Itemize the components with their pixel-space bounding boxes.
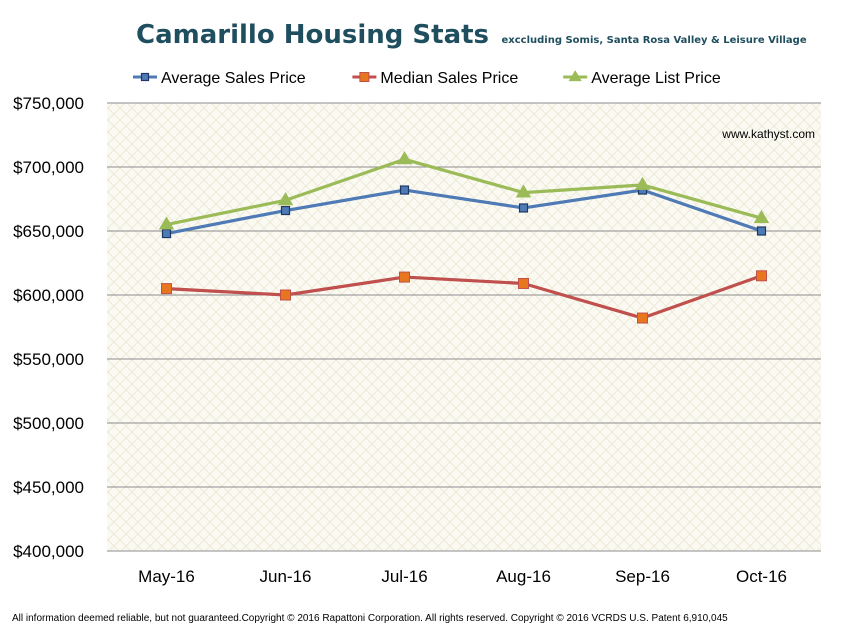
plot-area <box>107 103 821 551</box>
data-point <box>140 72 150 82</box>
y-tick-label: $450,000 <box>13 478 84 497</box>
x-tick-label: May-16 <box>138 567 195 586</box>
data-point <box>756 226 767 236</box>
data-point <box>161 283 172 295</box>
data-point <box>634 176 651 190</box>
x-tick-label: Aug-16 <box>496 567 551 586</box>
series-group <box>158 151 770 324</box>
y-tick-label: $650,000 <box>13 222 84 241</box>
x-tick-label: Oct-16 <box>736 567 787 586</box>
footer-disclaimer: All information deemed reliable, but not… <box>12 613 728 624</box>
legend-item: Average Sales Price <box>133 70 306 87</box>
data-point <box>637 312 648 324</box>
legend-item: Median Sales Price <box>352 70 518 87</box>
y-tick-label: $550,000 <box>13 350 84 369</box>
data-point <box>280 289 291 301</box>
series-3 <box>158 151 770 230</box>
y-tick-label: $400,000 <box>13 542 84 561</box>
data-point <box>158 216 175 230</box>
data-point <box>568 70 582 82</box>
data-point <box>515 184 532 198</box>
legend-item: Average List Price <box>563 70 721 87</box>
series-line <box>166 157 762 227</box>
series-line <box>166 274 763 320</box>
x-axis: May-16 Jun-16 Jul-16 Aug-16 Sep-16 Oct-16 <box>138 567 787 586</box>
gridlines <box>107 102 821 552</box>
legend-label: Median Sales Price <box>380 70 518 87</box>
y-tick-label: $500,000 <box>13 414 84 433</box>
chart-title: Camarillo Housing Stats <box>136 20 489 50</box>
chart-subtitle: exccluding Somis, Santa Rosa Valley & Le… <box>501 35 806 46</box>
y-tick-label: $600,000 <box>13 286 84 305</box>
data-point <box>277 192 294 206</box>
x-tick-label: Sep-16 <box>615 567 670 586</box>
series-2 <box>161 270 767 324</box>
data-point <box>753 210 770 224</box>
legend: Average Sales Price Median Sales Price Ave… <box>133 70 721 87</box>
data-point <box>518 277 529 289</box>
data-point <box>756 270 767 282</box>
legend-label: Average Sales Price <box>161 70 306 87</box>
data-point <box>280 205 291 216</box>
y-tick-label: $750,000 <box>13 94 84 113</box>
data-point <box>396 151 413 165</box>
x-tick-label: Jun-16 <box>260 567 312 586</box>
data-point <box>161 228 172 239</box>
data-point <box>399 185 410 195</box>
data-point <box>399 271 410 283</box>
chart-title-group: Camarillo Housing Stats exccluding Somis… <box>136 20 807 50</box>
y-tick-label: $700,000 <box>13 158 84 177</box>
data-point <box>359 72 370 82</box>
data-point <box>518 203 529 213</box>
series-1 <box>161 185 767 239</box>
series-line <box>166 188 763 236</box>
legend-label: Average List Price <box>591 70 721 87</box>
x-tick-label: Jul-16 <box>381 567 427 586</box>
watermark-url: www.kathyst.com <box>721 127 815 141</box>
y-axis: $400,000 $450,000 $500,000 $550,000 $600,000… <box>13 94 84 561</box>
